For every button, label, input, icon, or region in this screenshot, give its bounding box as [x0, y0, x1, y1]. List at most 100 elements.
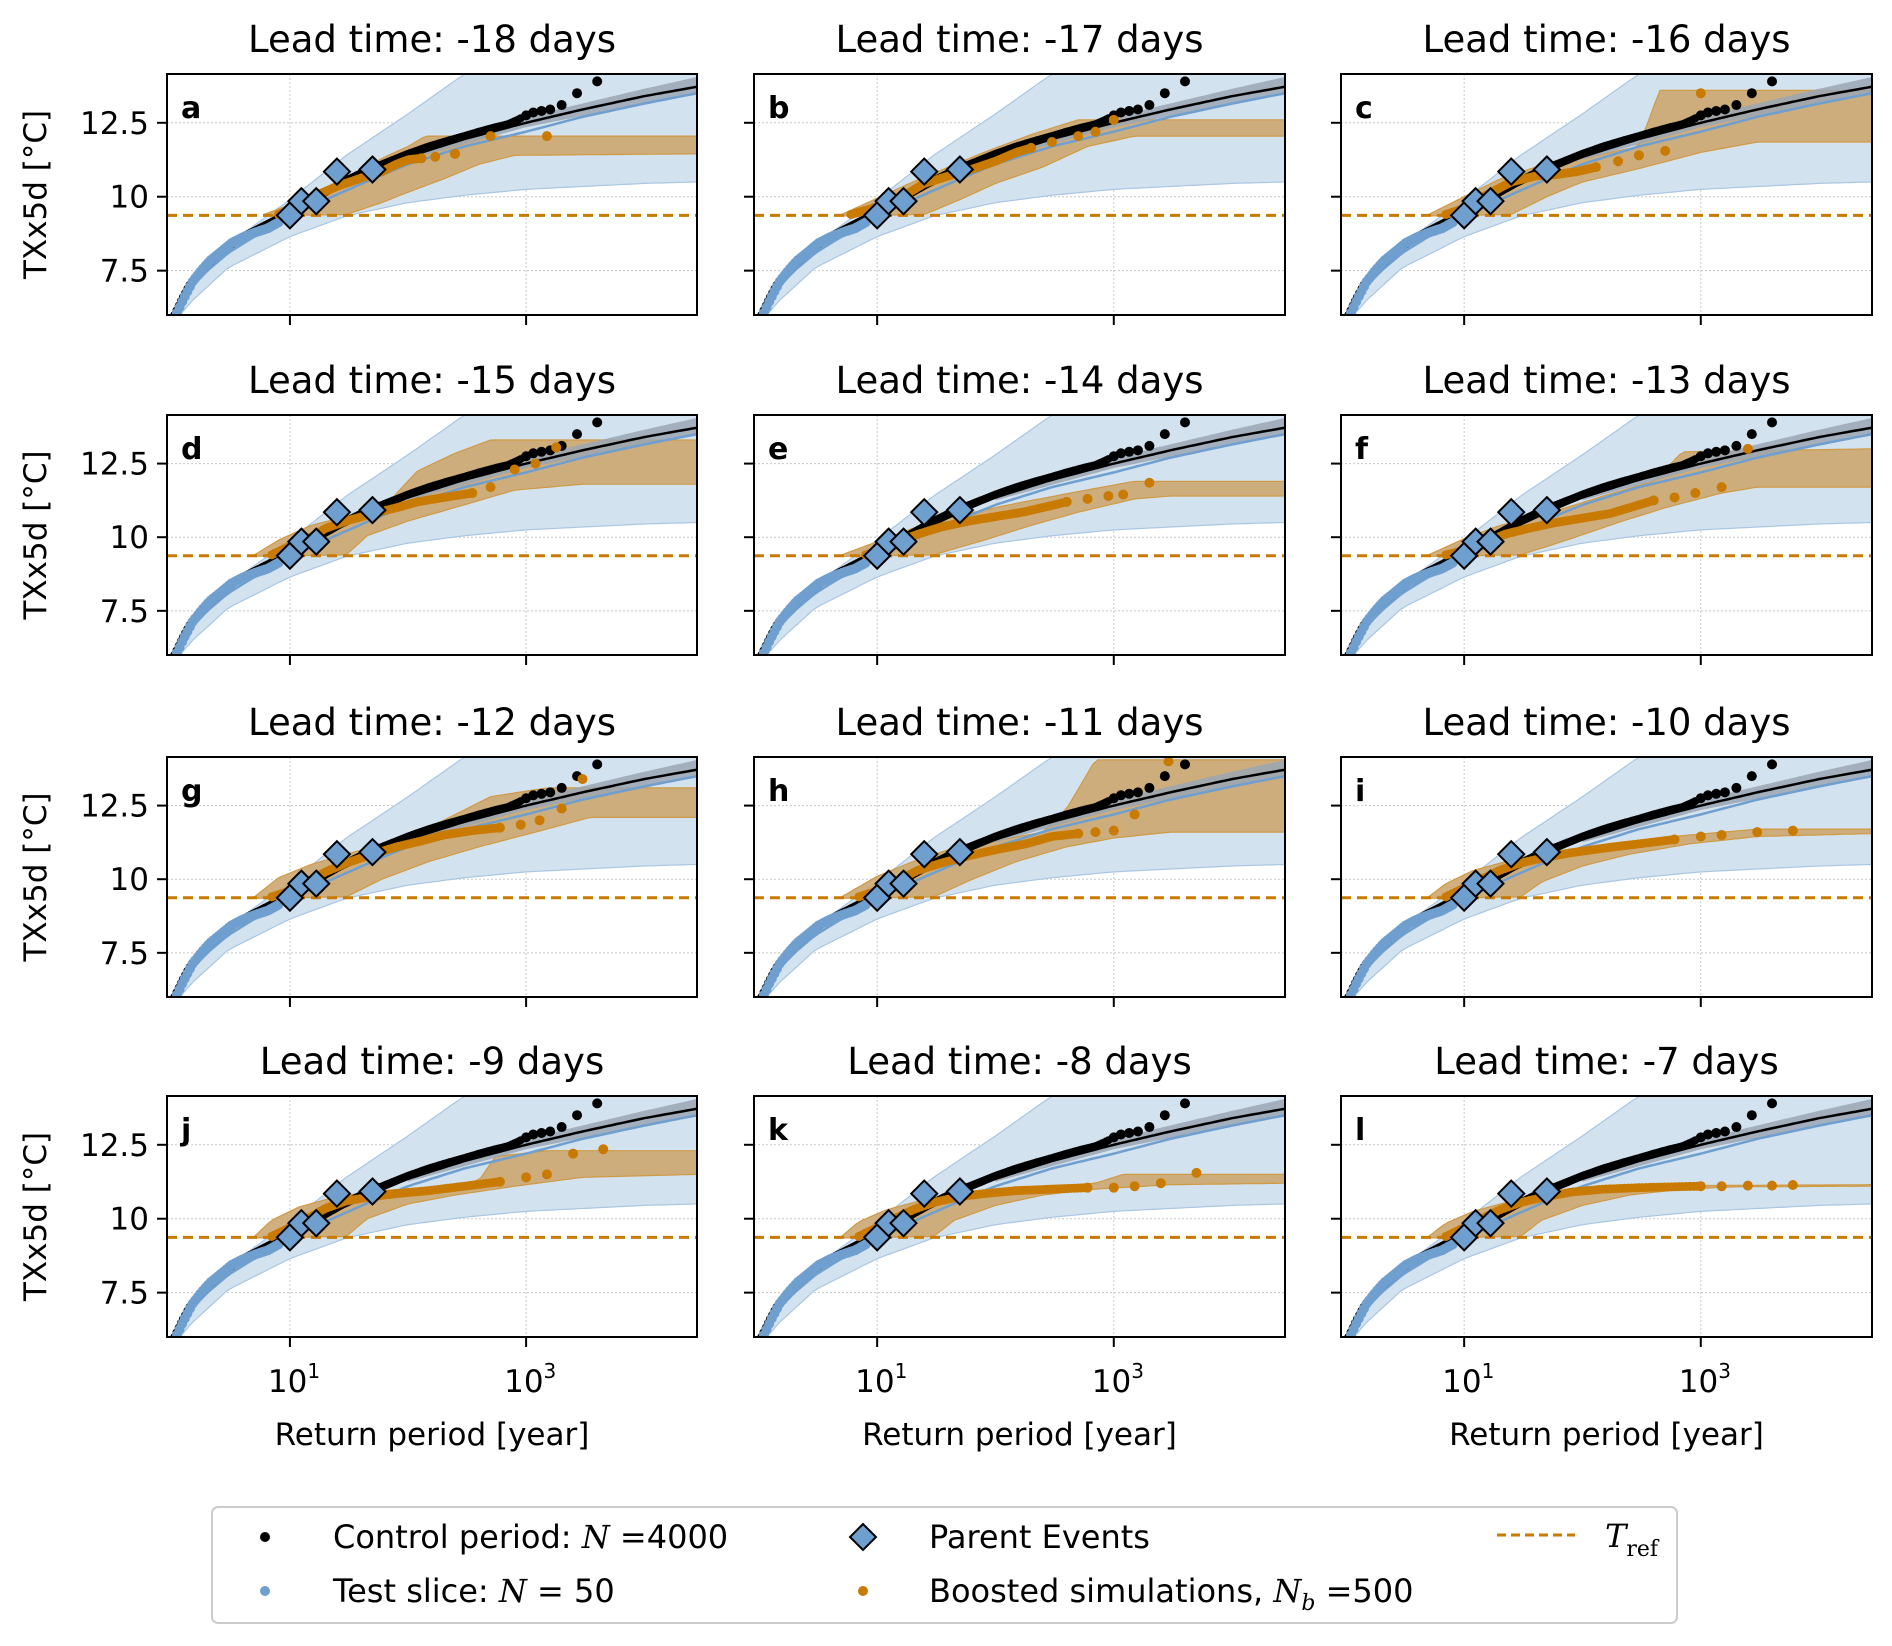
boosted-point [1090, 827, 1101, 838]
control-point [1144, 782, 1155, 793]
panel-e: Lead time: -14 days e [744, 359, 1286, 665]
panel-title: Lead time: -13 days [1423, 359, 1791, 402]
panel-a: Lead time: -18 days a 7.5 10 12.5 TXx5d [°C] [18, 18, 698, 325]
panel-title: Lead time: -16 days [1423, 18, 1791, 61]
legend-frame [211, 1506, 1678, 1624]
boosted-point [1716, 830, 1727, 841]
y-tick-label: 10 [110, 862, 149, 898]
control-point [536, 1127, 547, 1138]
x-axis-label: Return period [year] [1449, 1417, 1764, 1453]
y-axis-label: TXx5d [°C] [18, 450, 54, 620]
y-tick-label: 7.5 [100, 594, 149, 630]
boosted-point [1108, 825, 1119, 836]
control-point [1115, 790, 1126, 801]
control-point [1711, 105, 1722, 116]
y-tick-label: 7.5 [100, 254, 149, 290]
panel-d: Lead time: -15 days d 7.5 10 12.5 TXx5d [°C] [18, 359, 698, 665]
y-tick-label: 10 [110, 180, 149, 216]
boosted-point [551, 442, 562, 453]
control-point [545, 787, 556, 798]
control-point [1719, 1126, 1730, 1137]
control-point [1180, 759, 1191, 770]
control-point [1115, 1129, 1126, 1140]
x-tick-exponent: 1 [307, 1359, 320, 1383]
plot-area [167, 757, 697, 997]
control-point [1767, 417, 1778, 428]
x-tick-base: 10 [855, 1364, 894, 1400]
axes-frame [753, 1095, 1286, 1338]
control-confidence-band [1582, 77, 1872, 160]
boosted-point [1695, 88, 1706, 99]
plot-area [1341, 757, 1872, 997]
control-point [1124, 1127, 1135, 1138]
control-point [1731, 100, 1742, 111]
control-confidence-band [408, 759, 697, 843]
control-confidence-band [995, 759, 1285, 843]
boosted-point [1787, 1180, 1798, 1191]
axes-frame [753, 73, 1286, 316]
test-confidence-band [757, 1096, 1285, 1337]
control-point [1144, 100, 1155, 111]
boosted-point [1669, 492, 1680, 503]
boosted-confidence-band [840, 119, 1285, 217]
control-confidence-band [1582, 759, 1872, 843]
test-confidence-band [170, 1096, 697, 1337]
x-tick-base: 10 [1442, 1364, 1481, 1400]
boosted-point [1118, 489, 1129, 500]
parent-event-diamond [1476, 186, 1505, 216]
boosted-point [1752, 827, 1763, 838]
boosted-point [1103, 490, 1114, 501]
boosted-confidence-band [263, 135, 697, 217]
x-tick-exponent: 1 [895, 1359, 908, 1383]
control-point [1180, 76, 1191, 87]
parent-event-diamond [358, 495, 387, 525]
boosted-point [1633, 150, 1644, 161]
boosted-point [1690, 488, 1701, 499]
y-tick-label: 12.5 [80, 447, 149, 483]
control-point [1144, 440, 1155, 451]
parent-event-diamond [1496, 1179, 1526, 1208]
x-tick-label: 103 [504, 1359, 556, 1400]
parent-event-diamond [301, 1208, 331, 1238]
parent-event-diamond [909, 157, 939, 186]
control-point [1702, 790, 1713, 801]
x-tick-exponent: 1 [1482, 1359, 1495, 1383]
plot-area [754, 757, 1285, 997]
x-tick-exponent: 3 [1131, 1359, 1144, 1383]
boosted-point [509, 464, 520, 475]
panel-letter: g [181, 774, 202, 809]
control-point [1124, 788, 1135, 799]
parent-event-diamond [1476, 869, 1505, 899]
plot-area [1341, 1096, 1872, 1337]
panel-title: Lead time: -15 days [248, 359, 616, 402]
boosted-point [1695, 831, 1706, 842]
control-point [1132, 1126, 1143, 1137]
boosted-point [598, 1144, 609, 1155]
parent-event-diamond [889, 1208, 918, 1238]
control-confidence-band [1582, 417, 1872, 501]
x-tick-label: 101 [268, 1359, 320, 1400]
control-confidence-band [408, 417, 697, 501]
axes-frame [166, 756, 698, 998]
legend-parent-label: Parent Events [929, 1518, 1150, 1556]
parent-event-diamond [945, 495, 975, 525]
control-point [1180, 1098, 1191, 1109]
control-point [592, 417, 603, 428]
control-point [592, 76, 603, 87]
test-confidence-band [757, 74, 1285, 315]
axes-frame [1340, 73, 1873, 316]
control-point [528, 107, 539, 118]
control-point [1115, 107, 1126, 118]
boosted-point [1155, 1178, 1166, 1189]
x-tick-label: 101 [855, 1359, 907, 1400]
parent-event-diamond [1476, 1208, 1505, 1238]
x-tick-exponent: 3 [544, 1359, 557, 1383]
boosted-point [577, 774, 588, 785]
panel-title: Lead time: -17 days [836, 18, 1204, 61]
parent-event-diamond [945, 1177, 975, 1206]
y-axis-label: TXx5d [°C] [18, 110, 54, 280]
control-confidence-band [408, 1099, 697, 1182]
x-axis-label: Return period [year] [275, 1417, 590, 1453]
control-confidence-band [995, 77, 1285, 160]
